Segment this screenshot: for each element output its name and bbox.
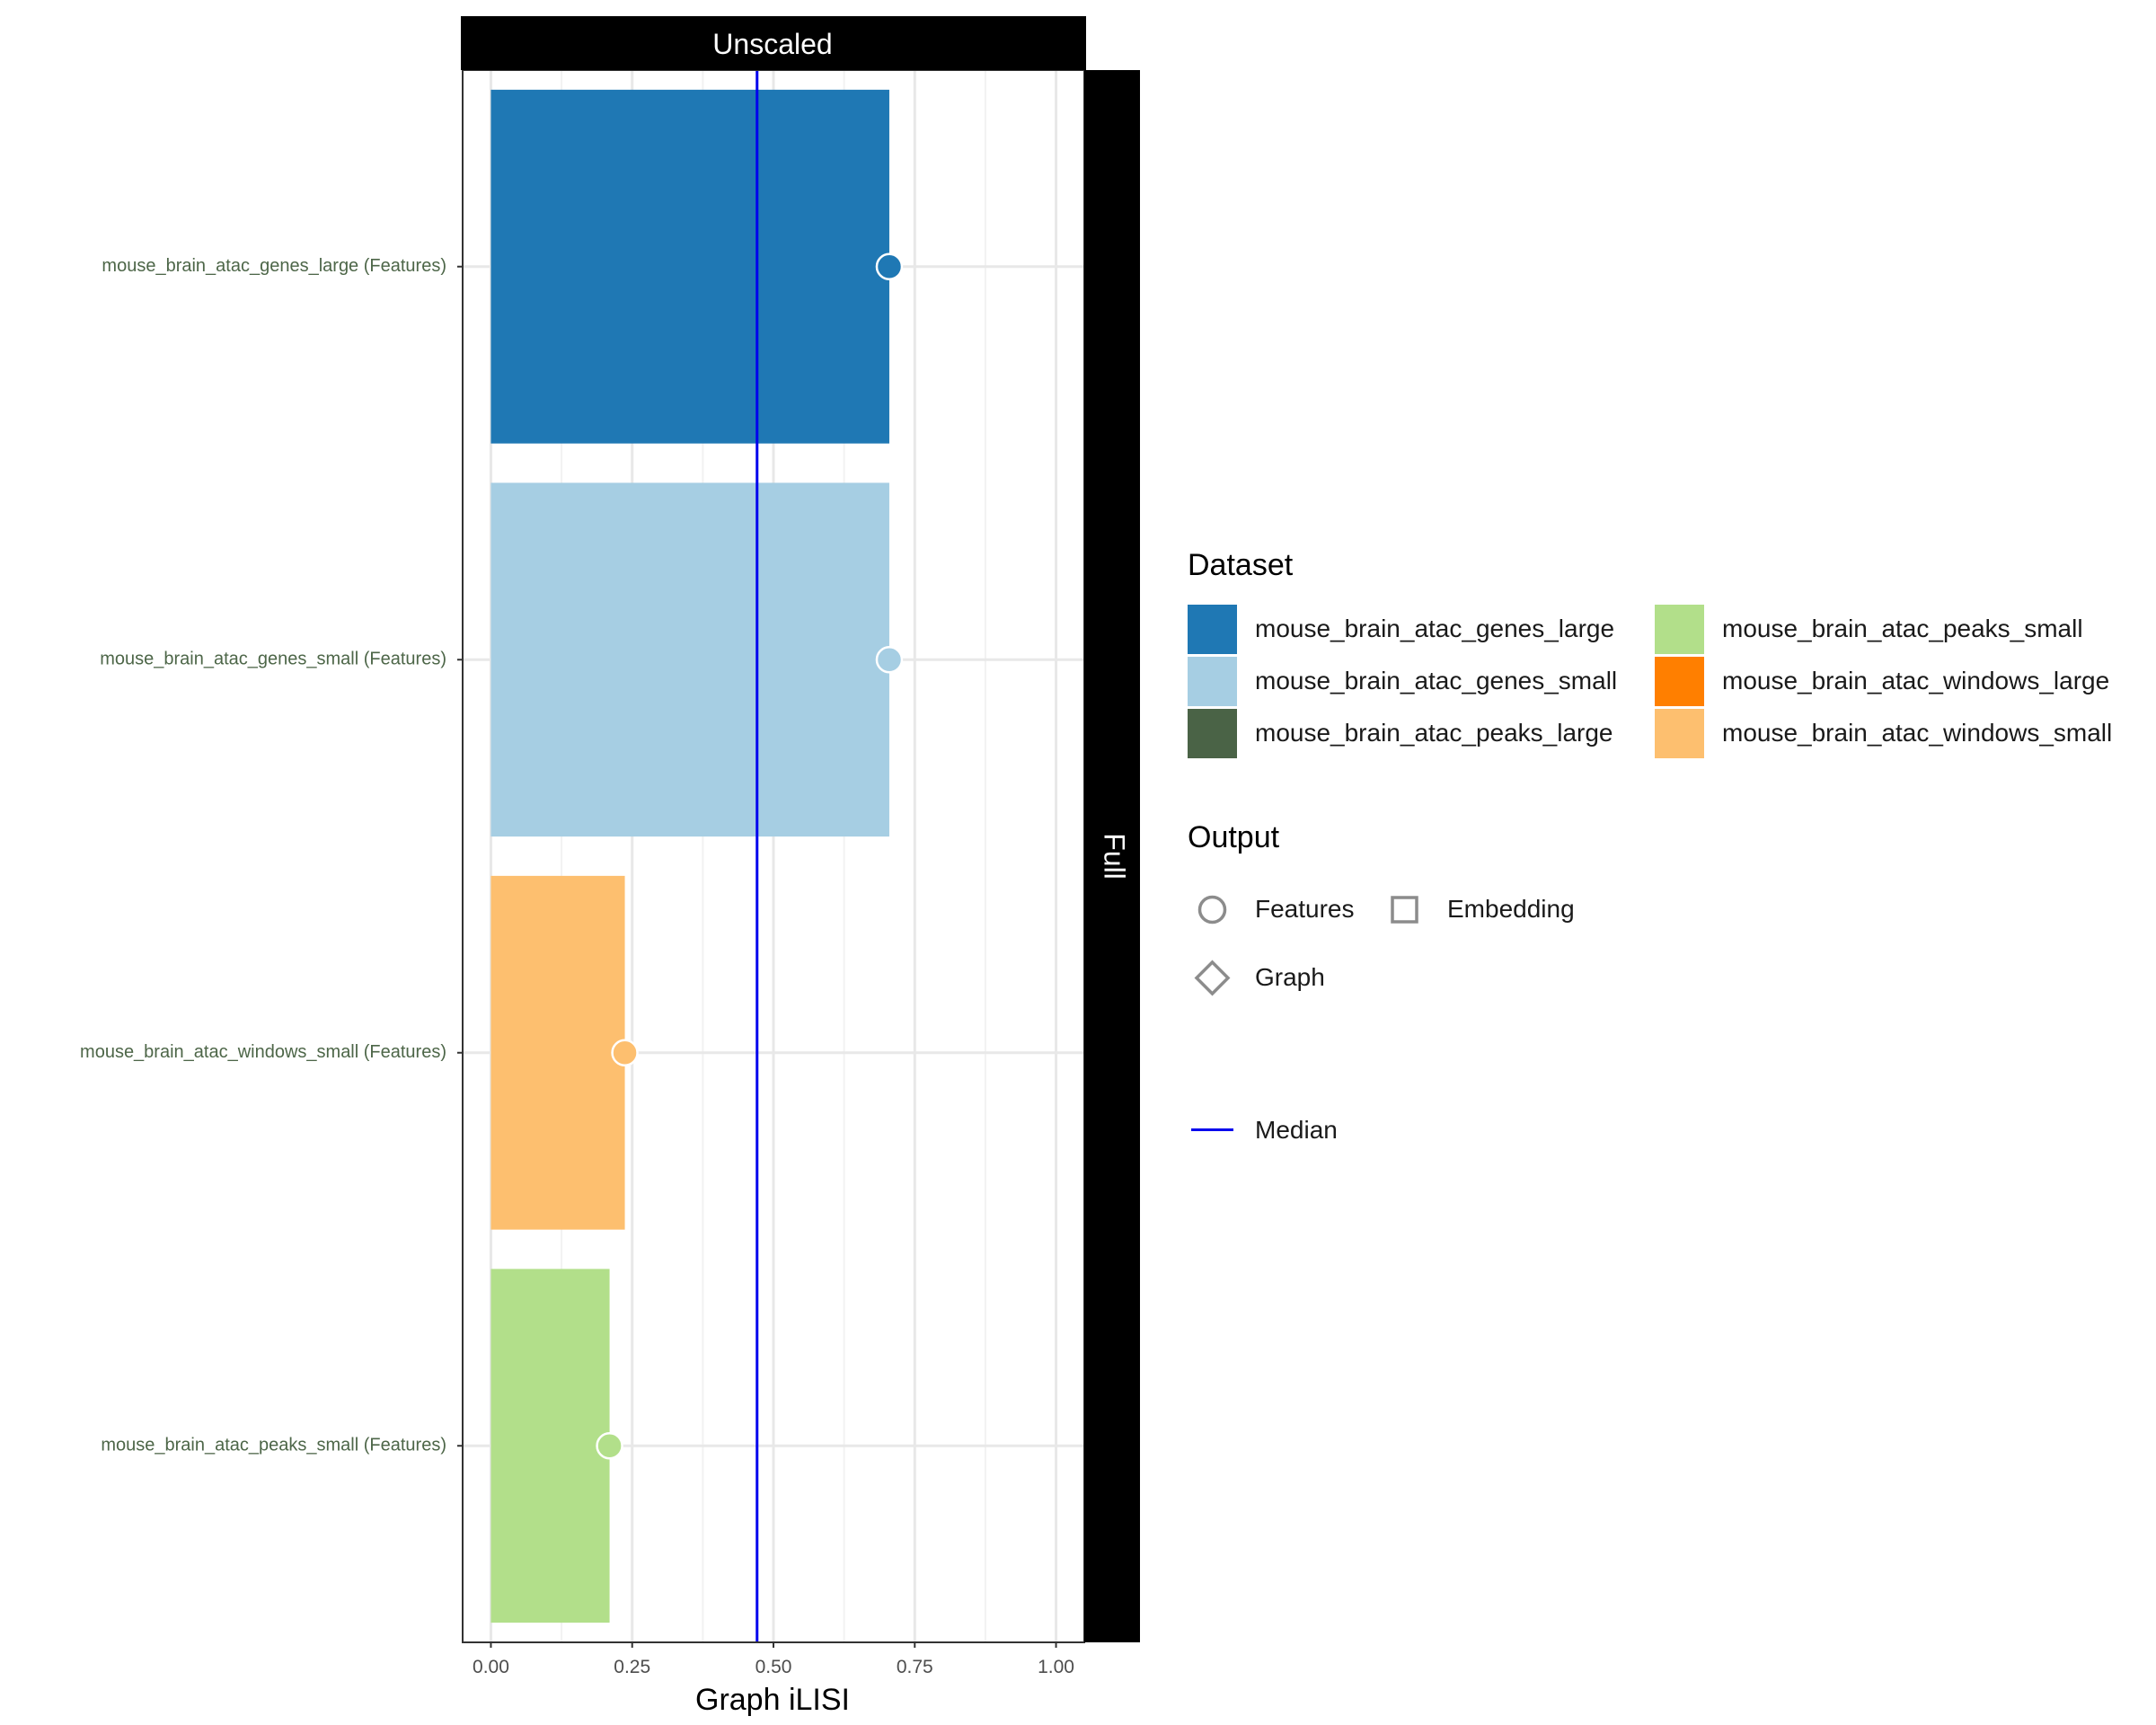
bar (490, 482, 889, 837)
legend-swatch (1655, 708, 1704, 758)
x-axis-title: Graph iLISI (695, 1683, 850, 1717)
y-tick-label: mouse_brain_atac_peaks_small (Features) (101, 1436, 446, 1455)
legend-median-item: Median (1188, 1105, 2140, 1154)
legend-dataset-item: mouse_brain_atac_genes_small (1188, 655, 1655, 707)
legend: Dataset mouse_brain_atac_genes_large mous… (1188, 548, 2140, 1154)
square-icon (1391, 895, 1418, 924)
x-tick-label: 1.00 (1038, 1657, 1074, 1677)
legend-dataset-item: mouse_brain_atac_peaks_small (1655, 603, 2140, 655)
y-tick-label: mouse_brain_atac_genes_small (Features) (100, 650, 446, 669)
diamond-icon (1194, 960, 1231, 995)
legend-output-item: Graph (1188, 943, 1380, 1012)
legend-dataset-item: mouse_brain_atac_windows_large (1655, 655, 2140, 707)
legend-output-label: Graph (1255, 963, 1325, 991)
legend-dataset-label: mouse_brain_atac_windows_small (1722, 719, 2113, 747)
facet-strip-top (461, 16, 1086, 70)
legend-dataset-label: mouse_brain_atac_genes_large (1255, 615, 1615, 642)
legend-dataset-item: mouse_brain_atac_windows_small (1655, 707, 2140, 759)
legend-output-label: Features (1255, 895, 1355, 923)
x-tick-label: 0.50 (755, 1657, 792, 1677)
data-point (875, 252, 904, 280)
output-legend-items: Features Embedding Graph (1188, 875, 2140, 1012)
bar (490, 875, 625, 1230)
data-point (611, 1039, 639, 1066)
legend-swatch (1188, 656, 1237, 706)
legend-dataset-label: mouse_brain_atac_genes_small (1255, 667, 1618, 694)
legend-output-title: Output (1188, 820, 1280, 854)
legend-output-item: Features (1188, 875, 1380, 943)
legend-dataset-title: Dataset (1188, 548, 1294, 582)
legend-output-label: Embedding (1447, 895, 1575, 923)
bar (490, 89, 889, 444)
median-line-icon (1191, 1128, 1233, 1131)
facet-strip-right (1084, 70, 1140, 1642)
facet-top-label: Unscaled (712, 28, 832, 60)
legend-dataset-label: mouse_brain_atac_windows_large (1722, 667, 2110, 694)
legend-swatch (1188, 604, 1237, 654)
circle-icon (1197, 895, 1227, 924)
legend-dataset-label: mouse_brain_atac_peaks_large (1255, 719, 1613, 747)
facet-right-label: Full (1099, 833, 1131, 880)
legend-dataset-item: mouse_brain_atac_genes_large (1188, 603, 1655, 655)
dataset-legend-items: mouse_brain_atac_genes_large mouse_brain_… (1188, 603, 2140, 759)
legend-swatch (1655, 656, 1704, 706)
data-point (596, 1432, 623, 1460)
legend-swatch (1655, 604, 1704, 654)
plot-background-layer (461, 16, 1140, 1643)
x-tick-label: 0.75 (897, 1657, 933, 1677)
x-tick-label: 0.00 (473, 1657, 509, 1677)
data-point (875, 646, 904, 674)
median-label: Median (1255, 1115, 1338, 1144)
legend-dataset-item: mouse_brain_atac_peaks_large (1188, 707, 1655, 759)
legend-output-item: Embedding (1380, 875, 1613, 943)
y-tick-label: mouse_brain_atac_windows_small (Features… (80, 1042, 446, 1062)
y-tick-label: mouse_brain_atac_genes_large (Features) (102, 256, 446, 276)
legend-dataset-label: mouse_brain_atac_peaks_small (1722, 615, 2083, 642)
legend-swatch (1188, 708, 1237, 758)
bar (490, 1269, 610, 1623)
x-tick-label: 0.25 (614, 1657, 650, 1677)
